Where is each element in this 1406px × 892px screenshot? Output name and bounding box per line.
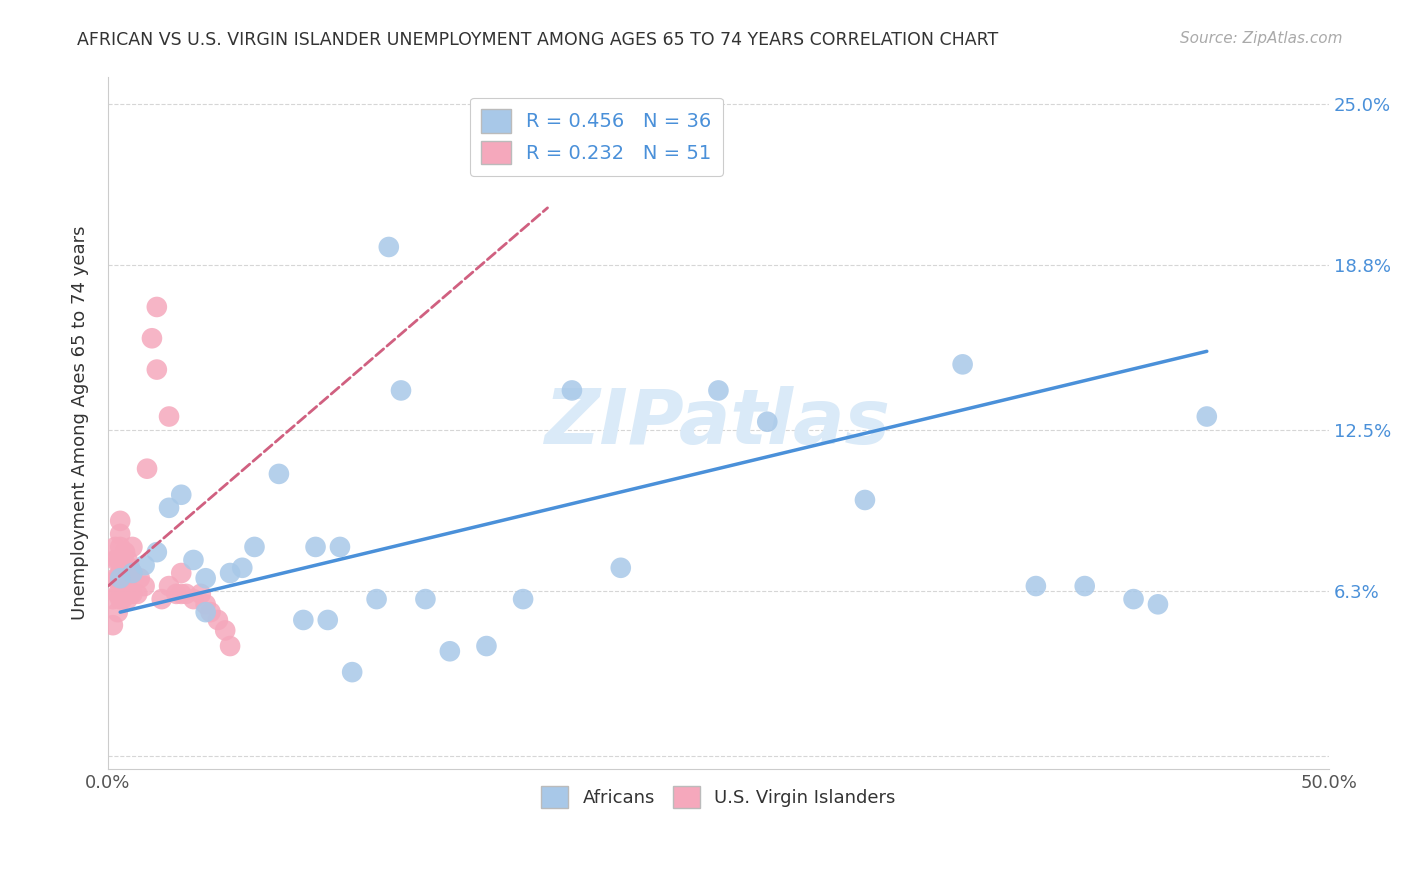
Point — [107, 605, 129, 619]
Point — [475, 639, 498, 653]
Point — [415, 592, 437, 607]
Point — [146, 300, 169, 314]
Point — [378, 240, 401, 254]
Point — [243, 540, 266, 554]
Point — [561, 384, 583, 398]
Point — [170, 488, 193, 502]
Point — [292, 613, 315, 627]
Point — [114, 545, 136, 559]
Point — [104, 553, 127, 567]
Point — [134, 579, 156, 593]
Point — [121, 566, 143, 580]
Point — [219, 566, 242, 580]
Point — [107, 571, 129, 585]
Point — [329, 540, 352, 554]
Point — [107, 553, 129, 567]
Point — [108, 553, 131, 567]
Point — [316, 613, 339, 627]
Point — [1073, 579, 1095, 593]
Point — [231, 561, 253, 575]
Text: ZIPatlas: ZIPatlas — [546, 386, 891, 460]
Point — [174, 587, 197, 601]
Text: Source: ZipAtlas.com: Source: ZipAtlas.com — [1180, 31, 1343, 46]
Point — [190, 587, 212, 601]
Point — [108, 527, 131, 541]
Point — [439, 644, 461, 658]
Point — [146, 545, 169, 559]
Point — [117, 553, 139, 567]
Point — [219, 639, 242, 653]
Point — [1195, 409, 1218, 424]
Point — [389, 384, 412, 398]
Point — [853, 493, 876, 508]
Point — [214, 624, 236, 638]
Point — [111, 553, 134, 567]
Legend: Africans, U.S. Virgin Islanders: Africans, U.S. Virgin Islanders — [534, 779, 903, 815]
Point — [157, 579, 180, 593]
Point — [141, 331, 163, 345]
Point — [183, 592, 205, 607]
Point — [366, 592, 388, 607]
Point — [114, 587, 136, 601]
Point — [118, 561, 141, 575]
Point — [304, 540, 326, 554]
Point — [104, 571, 127, 585]
Point — [267, 467, 290, 481]
Point — [108, 571, 131, 585]
Point — [117, 592, 139, 607]
Point — [108, 566, 131, 580]
Point — [512, 592, 534, 607]
Point — [183, 553, 205, 567]
Point — [170, 587, 193, 601]
Point — [111, 571, 134, 585]
Text: AFRICAN VS U.S. VIRGIN ISLANDER UNEMPLOYMENT AMONG AGES 65 TO 74 YEARS CORRELATI: AFRICAN VS U.S. VIRGIN ISLANDER UNEMPLOY… — [77, 31, 998, 49]
Point — [101, 592, 124, 607]
Point — [111, 592, 134, 607]
Point — [108, 514, 131, 528]
Point — [610, 561, 633, 575]
Point — [108, 592, 131, 607]
Point — [114, 566, 136, 580]
Point — [207, 613, 229, 627]
Point — [194, 605, 217, 619]
Point — [117, 571, 139, 585]
Point — [146, 362, 169, 376]
Point — [194, 571, 217, 585]
Point — [194, 597, 217, 611]
Point — [136, 461, 159, 475]
Point — [108, 540, 131, 554]
Point — [200, 605, 222, 619]
Point — [1147, 597, 1170, 611]
Point — [150, 592, 173, 607]
Point — [121, 566, 143, 580]
Point — [1122, 592, 1144, 607]
Point — [107, 587, 129, 601]
Point — [101, 618, 124, 632]
Point — [134, 558, 156, 573]
Y-axis label: Unemployment Among Ages 65 to 74 years: Unemployment Among Ages 65 to 74 years — [72, 226, 89, 620]
Point — [121, 540, 143, 554]
Point — [157, 500, 180, 515]
Point — [952, 357, 974, 371]
Point — [165, 587, 187, 601]
Point — [756, 415, 779, 429]
Point — [340, 665, 363, 680]
Point — [118, 587, 141, 601]
Point — [121, 587, 143, 601]
Point — [104, 540, 127, 554]
Point — [108, 579, 131, 593]
Point — [157, 409, 180, 424]
Point — [127, 587, 149, 601]
Point — [1025, 579, 1047, 593]
Point — [707, 384, 730, 398]
Point — [170, 566, 193, 580]
Point — [128, 571, 150, 585]
